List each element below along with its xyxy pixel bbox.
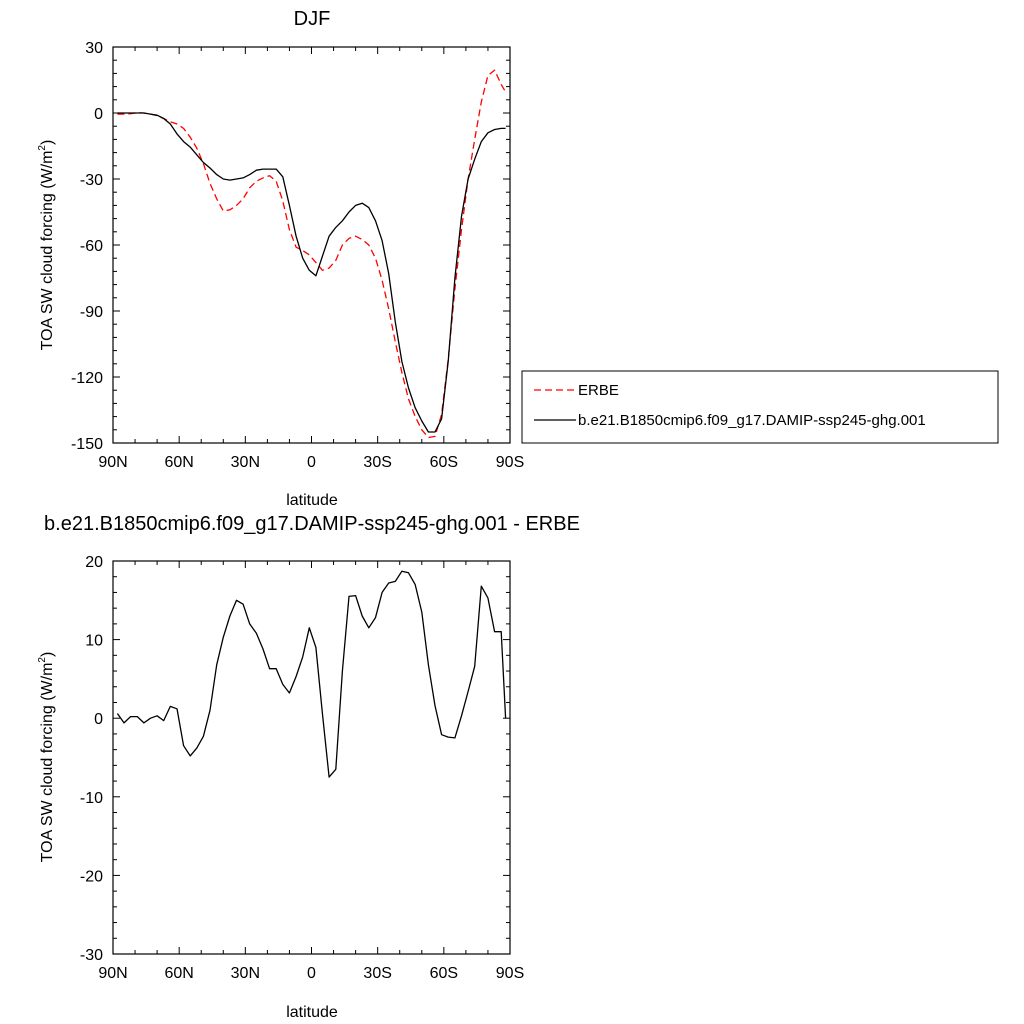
series-group — [117, 69, 507, 439]
y-tick-label: -10 — [80, 790, 103, 807]
series-line-1 — [117, 112, 506, 433]
chart-title: b.e21.B1850cmip6.f09_g17.DAMIP-ssp245-gh… — [44, 513, 580, 535]
tick-marks: 90N 60N 30N 0 30S 60S 90S 30 0 -30 -60 -90 -120 -150 — [71, 40, 524, 471]
series-line-0 — [116, 570, 507, 778]
series-group — [116, 570, 507, 778]
y-tick-label: -120 — [71, 370, 103, 387]
tick-marks: 90N 60N 30N 0 30S 60S 90S 20 10 0 -10 -20 -30 — [80, 554, 524, 982]
x-tick-label: 90S — [496, 965, 524, 982]
legend-box — [521, 370, 999, 444]
series-line-0 — [117, 69, 507, 439]
y-tick-label: -30 — [80, 172, 103, 189]
y-axis-label-text: TOA SW cloud forcing (W/m — [39, 663, 56, 863]
legend: ERBE b.e21.B1850cmip6.f09_g17.DAMIP-ssp2… — [521, 370, 999, 444]
x-tick-label: 60N — [164, 454, 193, 471]
x-tick-label: 90N — [98, 965, 127, 982]
chart-djf: DJF 90N 60N 30N 0 30S 60S 90S 30 0 -30 -60 -90 -120 -… — [37, 8, 999, 509]
plot-frame — [112, 46, 511, 444]
x-tick-label: 30N — [231, 965, 260, 982]
x-tick-label: 90N — [98, 454, 127, 471]
x-tick-label: 60N — [164, 965, 193, 982]
x-tick-label: 30S — [363, 454, 391, 471]
y-axis-label-close: ) — [39, 140, 56, 145]
y-axis-label-sup: 2 — [37, 145, 48, 151]
y-tick-label: -150 — [71, 436, 103, 453]
chart-difference: b.e21.B1850cmip6.f09_g17.DAMIP-ssp245-gh… — [37, 513, 580, 1021]
y-tick-label: 30 — [85, 40, 103, 57]
legend-label-model: b.e21.B1850cmip6.f09_g17.DAMIP-ssp245-gh… — [578, 412, 926, 429]
y-tick-label: 0 — [94, 106, 103, 123]
x-tick-label: 90S — [496, 454, 524, 471]
y-axis-label-text: TOA SW cloud forcing (W/m — [39, 151, 56, 351]
x-tick-label: 30N — [231, 454, 260, 471]
y-axis-label-sup: 2 — [37, 657, 48, 663]
y-tick-label: 10 — [85, 633, 103, 650]
x-tick-label: 60S — [430, 454, 458, 471]
legend-label-erbe: ERBE — [578, 382, 619, 399]
y-axis-label: TOA SW cloud forcing (W/m2) — [37, 652, 56, 863]
y-axis-label-close: ) — [39, 652, 56, 657]
x-tick-label: 0 — [307, 965, 316, 982]
x-tick-label: 0 — [307, 454, 316, 471]
y-tick-label: 0 — [94, 711, 103, 728]
y-tick-label: -60 — [80, 238, 103, 255]
y-axis-label: TOA SW cloud forcing (W/m2) — [37, 140, 56, 351]
plot-frame — [112, 560, 511, 955]
x-axis-label: latitude — [286, 1004, 338, 1021]
x-axis-label: latitude — [286, 492, 338, 509]
y-tick-label: -20 — [80, 868, 103, 885]
y-tick-label: -90 — [80, 304, 103, 321]
x-tick-label: 60S — [430, 965, 458, 982]
y-tick-label: 20 — [85, 554, 103, 571]
chart-title: DJF — [294, 8, 331, 30]
y-tick-label: -30 — [80, 947, 103, 964]
x-tick-label: 30S — [363, 965, 391, 982]
